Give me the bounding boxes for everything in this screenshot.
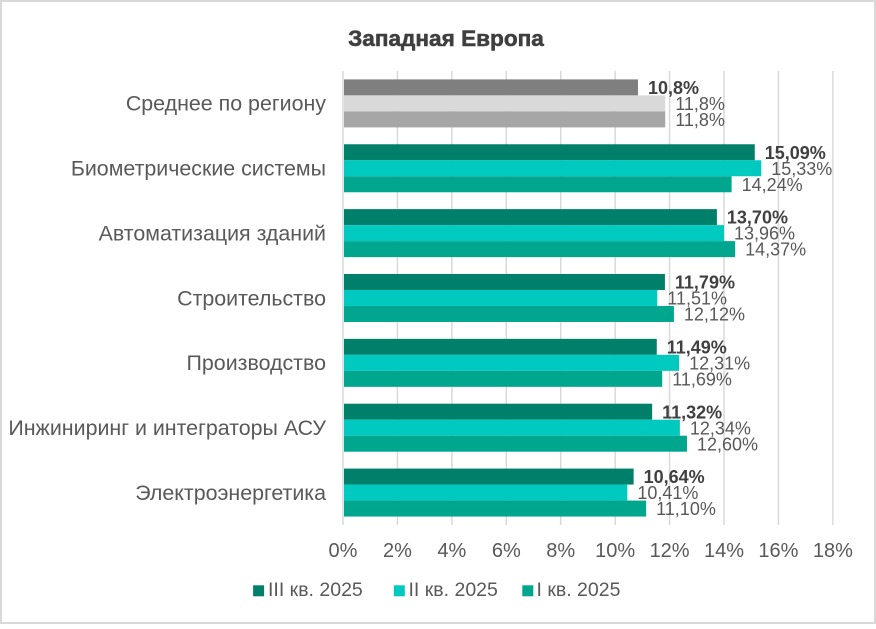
svg-text:15,33%: 15,33% (771, 159, 832, 179)
svg-text:11,32%: 11,32% (662, 402, 722, 422)
svg-text:10,41%: 10,41% (637, 483, 698, 503)
svg-text:Среднее по региону: Среднее по региону (126, 92, 326, 116)
svg-text:14,37%: 14,37% (745, 240, 806, 260)
svg-text:12,60%: 12,60% (697, 434, 758, 454)
svg-text:Инжиниринг и интеграторы АСУ: Инжиниринг и интеграторы АСУ (8, 416, 326, 440)
svg-text:10,8%: 10,8% (648, 78, 699, 98)
svg-text:14,24%: 14,24% (742, 175, 803, 195)
svg-text:11,69%: 11,69% (672, 369, 732, 389)
svg-text:6%: 6% (492, 540, 521, 562)
svg-text:13,70%: 13,70% (727, 208, 788, 228)
svg-text:11,79%: 11,79% (675, 273, 735, 293)
svg-text:12,34%: 12,34% (690, 418, 751, 438)
svg-text:Биометрические системы: Биометрические системы (71, 157, 326, 181)
svg-text:8%: 8% (546, 540, 575, 562)
svg-text:Западная Европа: Западная Европа (348, 26, 544, 51)
svg-text:Производство: Производство (187, 351, 326, 375)
svg-text:12%: 12% (650, 540, 690, 562)
svg-text:11,10%: 11,10% (656, 499, 716, 519)
svg-text:18%: 18% (813, 540, 853, 562)
svg-text:14%: 14% (704, 540, 744, 562)
svg-text:4%: 4% (437, 540, 466, 562)
svg-text:10,64%: 10,64% (644, 467, 705, 487)
svg-text:2%: 2% (383, 540, 412, 562)
svg-text:13,96%: 13,96% (734, 224, 795, 244)
svg-text:0%: 0% (329, 540, 358, 562)
svg-text:Электроэнергетика: Электроэнергетика (135, 481, 326, 505)
svg-text:16%: 16% (758, 540, 798, 562)
svg-text:III кв. 2025: III кв. 2025 (268, 579, 363, 601)
svg-text:15,09%: 15,09% (765, 143, 826, 163)
svg-text:I кв. 2025: I кв. 2025 (537, 579, 621, 601)
svg-text:II кв. 2025: II кв. 2025 (409, 579, 499, 601)
svg-text:Строительство: Строительство (177, 286, 326, 310)
svg-text:10%: 10% (595, 540, 635, 562)
svg-text:11,8%: 11,8% (675, 110, 725, 130)
svg-text:12,31%: 12,31% (689, 353, 750, 373)
svg-text:11,51%: 11,51% (667, 289, 727, 309)
svg-text:Автоматизация зданий: Автоматизация зданий (99, 221, 326, 245)
svg-text:11,49%: 11,49% (667, 337, 727, 357)
svg-text:12,12%: 12,12% (684, 305, 745, 325)
svg-text:11,8%: 11,8% (675, 94, 725, 114)
